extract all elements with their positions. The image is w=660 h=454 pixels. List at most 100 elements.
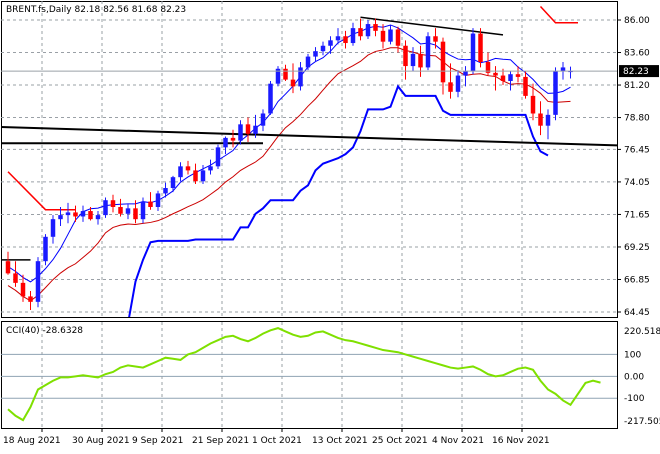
candle bbox=[28, 290, 33, 310]
candle bbox=[478, 28, 483, 68]
candle-body bbox=[365, 24, 371, 37]
candle-body bbox=[155, 193, 161, 207]
candle-body bbox=[440, 41, 446, 83]
candle-body bbox=[433, 36, 438, 42]
candle bbox=[395, 26, 401, 53]
upper-channel-line bbox=[7, 171, 76, 211]
candle bbox=[35, 257, 41, 308]
candle-body bbox=[493, 72, 498, 76]
candle bbox=[223, 136, 228, 155]
candle-body bbox=[425, 36, 431, 68]
candle bbox=[523, 71, 528, 99]
date-tick-label: 18 Aug 2021 bbox=[3, 436, 61, 446]
price-tick-label: 76.45 bbox=[624, 145, 650, 155]
candle bbox=[200, 164, 206, 184]
candle-body bbox=[20, 282, 26, 297]
candle bbox=[88, 206, 93, 221]
candle bbox=[373, 18, 378, 37]
candle bbox=[418, 45, 423, 77]
candle-body bbox=[395, 29, 401, 46]
candle-body bbox=[545, 114, 551, 126]
candle-body bbox=[223, 137, 228, 148]
candle-body bbox=[268, 83, 273, 114]
candle bbox=[515, 66, 521, 83]
cci-tick-label: 220.5184 bbox=[624, 327, 660, 337]
candle bbox=[463, 66, 468, 87]
candle-body bbox=[343, 36, 348, 44]
cci-tick-label: -100 bbox=[624, 394, 645, 404]
date-tick-label: 9 Sep 2021 bbox=[132, 436, 183, 446]
candle-body bbox=[313, 51, 318, 57]
candle bbox=[350, 22, 356, 46]
candle-body bbox=[208, 166, 213, 171]
price-tick-label: 78.80 bbox=[624, 114, 650, 124]
candle-body bbox=[515, 74, 521, 77]
candle bbox=[365, 20, 371, 39]
price-tick-label: 83.60 bbox=[624, 49, 650, 59]
candle-body bbox=[65, 212, 71, 216]
candle-body bbox=[320, 45, 326, 52]
secondary-average-line bbox=[7, 24, 571, 283]
candle bbox=[298, 62, 303, 91]
date-tick-label: 4 Nov 2021 bbox=[432, 436, 484, 446]
candle bbox=[170, 175, 176, 193]
candle-body bbox=[80, 211, 86, 217]
candle-body bbox=[553, 71, 558, 115]
candle-body bbox=[448, 82, 453, 92]
candle bbox=[553, 67, 558, 121]
candle bbox=[58, 206, 63, 226]
candle bbox=[193, 163, 198, 184]
candle-body bbox=[455, 75, 461, 92]
date-tick-label: 1 Oct 2021 bbox=[252, 436, 302, 446]
candle bbox=[185, 160, 191, 175]
candle-body bbox=[463, 71, 468, 76]
symbol-label: BRENT.fs,Daily 82.18 82.56 81.68 82.23 bbox=[6, 5, 186, 15]
candle bbox=[215, 144, 221, 170]
candle bbox=[73, 205, 78, 222]
candle bbox=[530, 83, 536, 121]
candle bbox=[118, 198, 123, 217]
candle-body bbox=[170, 177, 176, 189]
date-tick-label: 13 Oct 2021 bbox=[312, 436, 368, 446]
candle bbox=[328, 36, 333, 54]
candle bbox=[103, 197, 108, 218]
candle-body bbox=[538, 113, 543, 126]
price-tick-label: 86.00 bbox=[624, 16, 650, 26]
candle bbox=[208, 159, 213, 175]
candle bbox=[320, 41, 326, 56]
candle bbox=[335, 28, 341, 45]
candle-body bbox=[335, 36, 341, 41]
candle-body bbox=[5, 261, 11, 274]
candle-body bbox=[73, 212, 78, 217]
candle bbox=[5, 251, 11, 275]
indicator-overlays bbox=[1, 5, 617, 317]
candle-body bbox=[230, 137, 236, 141]
candle bbox=[65, 202, 71, 224]
price-tick-label: 64.45 bbox=[624, 308, 650, 318]
candle bbox=[448, 63, 453, 99]
candle bbox=[110, 194, 116, 213]
candle-body bbox=[380, 30, 386, 42]
candle-body bbox=[110, 200, 116, 207]
candle-body bbox=[245, 124, 251, 134]
candle-body bbox=[418, 53, 423, 68]
support-trendline bbox=[1, 126, 617, 147]
candle-body bbox=[103, 200, 108, 216]
cci-label: CCI(40) -28.6328 bbox=[6, 326, 83, 336]
candle-body bbox=[215, 147, 221, 167]
candle-body bbox=[410, 53, 416, 67]
candle bbox=[140, 197, 146, 224]
candle-body bbox=[140, 201, 146, 220]
candle-body bbox=[358, 28, 363, 37]
candle-body bbox=[500, 75, 506, 81]
candle-body bbox=[305, 56, 311, 68]
candle bbox=[493, 66, 498, 91]
candle bbox=[283, 64, 288, 81]
candle-body bbox=[373, 24, 378, 31]
candle-body bbox=[95, 215, 101, 220]
candle bbox=[290, 63, 296, 94]
candle-body bbox=[290, 79, 296, 87]
channel-blue-line bbox=[128, 84, 549, 317]
candle bbox=[425, 32, 431, 71]
